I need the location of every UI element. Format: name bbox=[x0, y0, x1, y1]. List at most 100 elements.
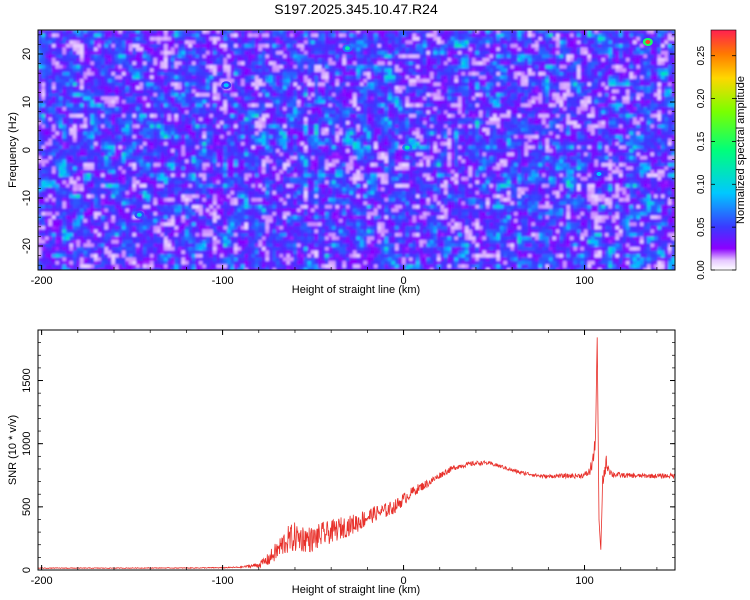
heatmap-cell bbox=[626, 61, 630, 66]
heatmap-cell bbox=[171, 75, 175, 80]
heatmap-cell bbox=[332, 44, 336, 48]
heatmap-cell bbox=[493, 54, 497, 59]
heatmap-cell bbox=[157, 54, 161, 59]
heatmap-cell bbox=[608, 61, 613, 66]
heatmap-cell bbox=[52, 58, 56, 62]
heatmap-cell bbox=[647, 117, 651, 122]
heatmap-cell bbox=[556, 96, 560, 101]
heatmap-cell bbox=[262, 86, 266, 90]
heatmap-cell bbox=[230, 107, 235, 111]
heatmap-cell bbox=[668, 68, 672, 73]
heatmap-cell bbox=[283, 107, 287, 111]
heatmap-cell bbox=[433, 121, 438, 125]
heatmap-cell bbox=[447, 86, 452, 90]
heatmap-cell bbox=[213, 89, 217, 94]
heatmap-cell bbox=[549, 93, 553, 97]
heatmap-cell bbox=[384, 72, 389, 76]
heatmap-cell bbox=[265, 51, 270, 55]
heatmap-cell bbox=[83, 58, 88, 62]
heatmap-cell bbox=[381, 117, 385, 122]
heatmap-cell bbox=[381, 110, 385, 115]
heatmap-cell bbox=[255, 103, 259, 108]
heatmap-cell bbox=[314, 40, 319, 45]
heatmap-cell bbox=[325, 79, 329, 83]
heatmap-cell bbox=[202, 30, 207, 34]
heatmap-cell bbox=[650, 121, 655, 125]
heatmap-cell bbox=[157, 58, 161, 62]
heatmap-cell bbox=[286, 37, 291, 41]
heatmap-cell bbox=[97, 47, 102, 52]
heatmap-cell bbox=[556, 110, 560, 115]
heatmap-cell bbox=[552, 72, 557, 76]
heatmap-cell bbox=[160, 93, 165, 97]
heatmap-cell bbox=[503, 58, 508, 62]
heatmap-cell bbox=[73, 124, 77, 129]
heatmap-cell bbox=[570, 61, 574, 66]
heatmap-cell bbox=[440, 75, 445, 80]
heatmap-cell bbox=[237, 110, 242, 115]
heatmap-cell bbox=[538, 86, 543, 90]
heatmap-cell bbox=[125, 33, 130, 38]
heatmap-cell bbox=[503, 40, 508, 45]
heatmap-cell bbox=[629, 107, 634, 111]
heatmap-cell bbox=[269, 121, 273, 125]
heatmap-cell bbox=[594, 51, 599, 55]
heatmap-cell bbox=[479, 82, 483, 87]
heatmap-cell bbox=[643, 61, 648, 66]
heatmap-cell bbox=[241, 121, 245, 125]
heatmap-cell bbox=[227, 124, 231, 129]
heatmap-cell bbox=[563, 40, 567, 45]
heatmap-cell bbox=[139, 68, 144, 73]
heatmap-cell bbox=[514, 103, 518, 108]
heatmap-cell bbox=[62, 54, 67, 59]
heatmap-cell bbox=[311, 65, 315, 69]
heatmap-cell bbox=[626, 86, 630, 90]
heatmap-cell bbox=[321, 40, 326, 45]
heatmap-cell bbox=[276, 96, 280, 101]
heatmap-cell bbox=[202, 93, 207, 97]
heatmap-cell bbox=[510, 37, 515, 41]
heatmap-cell bbox=[668, 96, 672, 101]
heatmap-cell bbox=[265, 96, 270, 101]
heatmap-cell bbox=[577, 58, 581, 62]
heatmap-cell bbox=[493, 107, 497, 111]
heatmap-cell bbox=[615, 103, 620, 108]
heatmap-cell bbox=[157, 47, 161, 52]
heatmap-cell bbox=[514, 33, 518, 38]
heatmap-cell bbox=[381, 100, 385, 104]
heatmap-cell bbox=[297, 61, 301, 66]
heatmap-cell bbox=[636, 96, 641, 101]
heatmap-cell bbox=[73, 47, 77, 52]
heatmap-cell bbox=[41, 114, 46, 118]
heatmap-cell bbox=[391, 75, 396, 80]
heatmap-cell bbox=[251, 61, 256, 66]
heatmap-cell bbox=[654, 107, 658, 111]
heatmap-cell bbox=[426, 121, 431, 125]
heatmap-cell bbox=[363, 117, 368, 122]
heatmap-cell bbox=[566, 107, 571, 111]
heatmap-cell bbox=[118, 75, 123, 80]
heatmap-cell bbox=[62, 58, 67, 62]
heatmap-cell bbox=[80, 124, 84, 129]
heatmap-cell bbox=[654, 96, 658, 101]
heatmap-cell bbox=[440, 30, 445, 34]
heatmap-cell bbox=[269, 100, 273, 104]
heatmap-cell bbox=[650, 68, 655, 73]
heatmap-cell bbox=[178, 40, 182, 45]
heatmap-cell bbox=[657, 103, 662, 108]
heatmap-cell bbox=[209, 61, 214, 66]
heatmap-cell bbox=[164, 103, 168, 108]
heatmap-cell bbox=[199, 100, 203, 104]
heatmap-cell bbox=[444, 117, 448, 122]
heatmap-cell bbox=[248, 75, 252, 80]
heatmap-cell bbox=[230, 61, 235, 66]
heatmap-cell bbox=[318, 30, 322, 34]
heatmap-cell bbox=[377, 33, 382, 38]
heatmap-cell bbox=[514, 121, 518, 125]
heatmap-cell bbox=[668, 110, 672, 115]
heatmap-cell bbox=[584, 37, 588, 41]
heatmap-cell bbox=[272, 117, 277, 122]
heatmap-cell bbox=[48, 124, 53, 129]
heatmap-cell bbox=[356, 58, 361, 62]
heatmap-cell bbox=[248, 86, 252, 90]
